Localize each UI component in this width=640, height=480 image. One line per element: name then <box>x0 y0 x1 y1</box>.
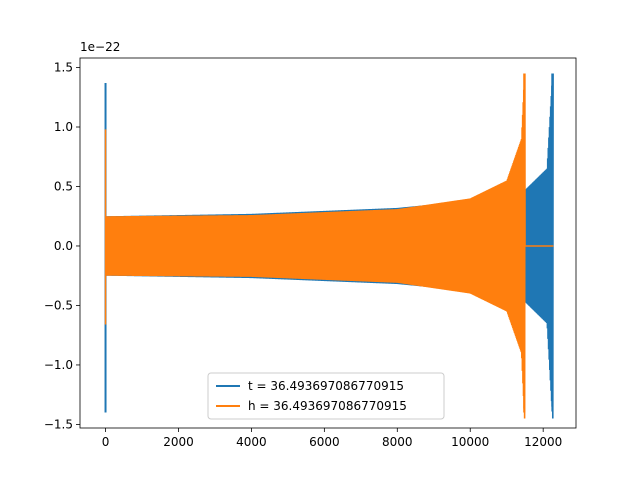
series-layer <box>104 73 554 419</box>
x-tick-label: 8000 <box>382 435 413 449</box>
y-tick-label: −1.5 <box>44 417 73 431</box>
legend-label: h = 36.493697086770915 <box>248 399 407 413</box>
series-h-line <box>105 73 526 419</box>
x-tick-label: 2000 <box>163 435 194 449</box>
y-axis: −1.5 −1.0 −0.5 0.0 0.5 1.0 1.5 <box>44 61 80 431</box>
y-tick-label: 0.5 <box>54 179 73 193</box>
x-tick-label: 10000 <box>451 435 489 449</box>
x-axis: 0 2000 4000 6000 8000 10000 12000 <box>102 428 562 449</box>
legend-box <box>207 372 445 420</box>
legend-label: t = 36.493697086770915 <box>248 379 404 393</box>
plot-frame <box>79 57 577 429</box>
y-tick-label: −0.5 <box>44 298 73 312</box>
x-tick-label: 6000 <box>309 435 340 449</box>
y-tick-label: 1.0 <box>54 120 73 134</box>
series-h <box>104 73 554 419</box>
x-tick-label: 0 <box>102 435 110 449</box>
x-tick-label: 12000 <box>524 435 562 449</box>
y-offset-text: 1e−22 <box>80 40 120 54</box>
legend: t = 36.493697086770915 h = 36.49369708677… <box>207 372 445 420</box>
x-tick-label: 4000 <box>236 435 267 449</box>
y-tick-label: 1.5 <box>54 61 73 75</box>
y-tick-label: 0.0 <box>54 239 73 253</box>
y-tick-label: −1.0 <box>44 358 73 372</box>
